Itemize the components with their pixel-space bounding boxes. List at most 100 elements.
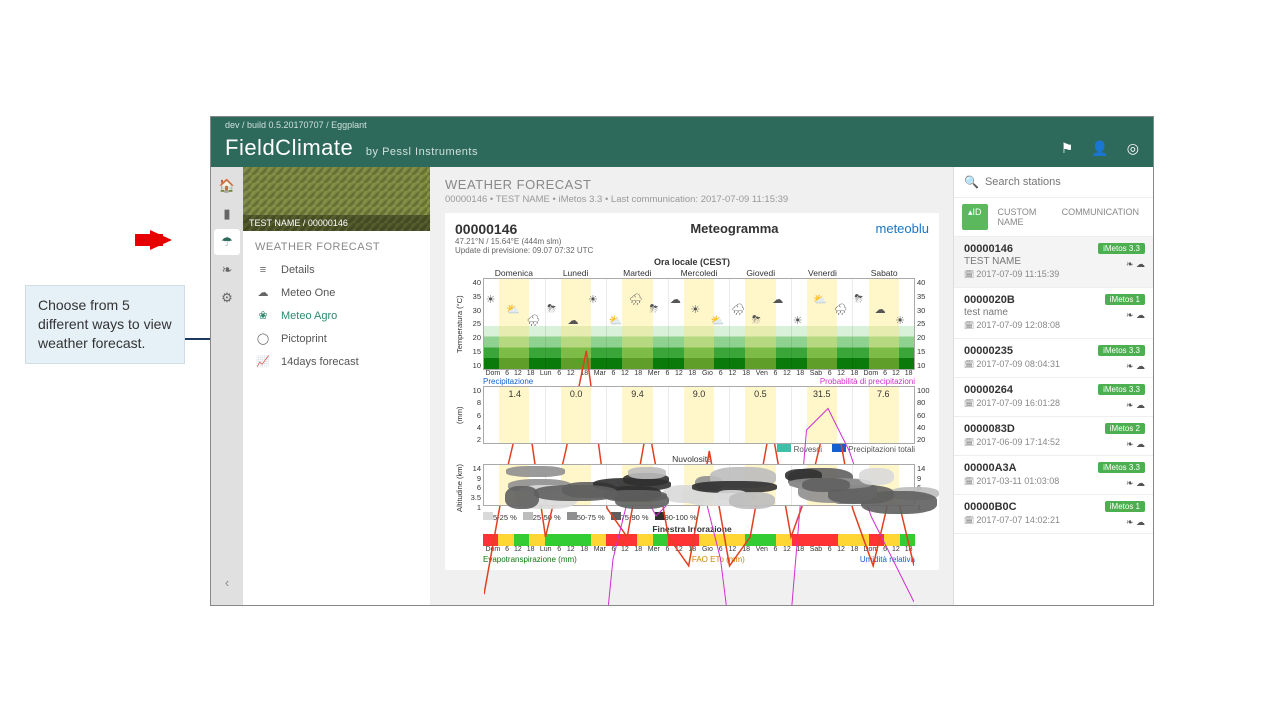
station-status-icons: ❧ ☁ bbox=[1126, 310, 1145, 321]
rail-stats-icon[interactable]: ▮ bbox=[214, 201, 240, 227]
callout-box: Choose from 5 different ways to view wea… bbox=[25, 285, 185, 364]
station-row[interactable]: 0000083D2017-06-09 17:14:52iMetos 2❧ ☁ bbox=[954, 417, 1153, 456]
sidebar-item-pictoprint[interactable]: ◯ Pictoprint bbox=[243, 327, 430, 350]
sidebar-item-label: Pictoprint bbox=[281, 333, 327, 345]
station-badge: iMetos 3.3 bbox=[1098, 384, 1145, 395]
day-label: Martedi bbox=[606, 268, 668, 278]
weather-icon: ☁ bbox=[670, 293, 681, 306]
sort-tab[interactable]: COMMUNICATION bbox=[1056, 204, 1145, 230]
rail-leaf-icon[interactable]: ❧ bbox=[214, 257, 240, 283]
rail-gear-icon[interactable]: ⚙ bbox=[214, 285, 240, 311]
station-row[interactable]: 00000146TEST NAME2017-07-09 11:15:39iMet… bbox=[954, 237, 1153, 288]
station-name: test name bbox=[964, 307, 1143, 318]
day-label: Mercoledi bbox=[668, 268, 730, 278]
day-labels-row: DomenicaLunediMartediMercolediGiovediVen… bbox=[483, 268, 915, 278]
sidebar-item-meteo-agro[interactable]: ❀ Meteo Agro bbox=[243, 304, 430, 327]
sidebar-item-label: Details bbox=[281, 264, 315, 276]
sidebar-item-icon: ◯ bbox=[255, 332, 271, 345]
sidebar-item-label: Meteo Agro bbox=[281, 310, 337, 322]
station-date: 2017-07-09 08:04:31 bbox=[964, 359, 1143, 369]
rail-home-icon[interactable]: 🏠 bbox=[214, 173, 240, 199]
app-body: 🏠 ▮ ☂ ❧ ⚙ ‹ TEST NAME / 00000146 WEATHER… bbox=[211, 167, 1153, 605]
chart-station-id: 00000146 bbox=[455, 221, 593, 237]
station-badge: iMetos 2 bbox=[1105, 423, 1145, 434]
station-row[interactable]: 000002642017-07-09 16:01:28iMetos 3.3❧ ☁ bbox=[954, 378, 1153, 417]
user-icon[interactable]: 👤 bbox=[1091, 140, 1108, 157]
app-logo: FieldClimate by Pessl Instruments bbox=[225, 135, 478, 161]
station-status-icons: ❧ ☁ bbox=[1126, 400, 1145, 411]
day-label: Domenica bbox=[483, 268, 545, 278]
day-label: Giovedi bbox=[730, 268, 792, 278]
main-content: WEATHER FORECAST 00000146 • TEST NAME • … bbox=[431, 167, 953, 605]
red-arrow-head bbox=[150, 230, 172, 250]
rail-weather-icon[interactable]: ☂ bbox=[214, 229, 240, 255]
station-status-icons: ❧ ☁ bbox=[1126, 478, 1145, 489]
clouds-chart: Altitudine (km) 14963.51 14963.51 bbox=[455, 464, 929, 512]
station-badge: iMetos 3.3 bbox=[1098, 462, 1145, 473]
clouds-plot-area bbox=[483, 464, 915, 506]
broadcast-icon[interactable]: ◎ bbox=[1127, 140, 1139, 157]
station-name: TEST NAME bbox=[964, 256, 1143, 267]
sidebar-item-14days-forecast[interactable]: 📈14days forecast bbox=[243, 350, 430, 373]
station-badge: iMetos 1 bbox=[1105, 294, 1145, 305]
station-badge: iMetos 1 bbox=[1105, 501, 1145, 512]
temp-yticks-left: 40353025201510 bbox=[465, 278, 483, 370]
chart-update-time: Update di previsione: 09.07 07:32 UTC bbox=[455, 246, 593, 255]
page-subtitle: 00000146 • TEST NAME • iMetos 3.3 • Last… bbox=[445, 194, 939, 205]
station-thumbnail[interactable]: TEST NAME / 00000146 bbox=[243, 167, 430, 231]
weather-icon: ⛅ bbox=[813, 293, 827, 306]
station-status-icons: ❧ ☁ bbox=[1126, 517, 1145, 528]
sidebar-item-details[interactable]: ≡ Details bbox=[243, 259, 430, 281]
temp-yticks-right: 40353025201510 bbox=[915, 278, 929, 370]
precip-yticks-left: 108642 bbox=[465, 386, 483, 444]
station-row[interactable]: 00000A3A2017-03-11 01:03:08iMetos 3.3❧ ☁ bbox=[954, 456, 1153, 495]
chart-coords: 47.21°N / 15.64°E (444m slm) bbox=[455, 237, 593, 246]
weather-icon: ⛈ bbox=[854, 293, 863, 306]
weather-icon: ☀ bbox=[588, 293, 598, 306]
nav-rail: 🏠 ▮ ☂ ❧ ⚙ ‹ bbox=[211, 167, 243, 605]
flag-icon[interactable]: ⚑ bbox=[1061, 140, 1074, 157]
station-row[interactable]: 0000020Btest name2017-07-09 12:08:08iMet… bbox=[954, 288, 1153, 339]
precip-plot-area: 1.40.09.49.00.531.57.6 bbox=[483, 386, 915, 444]
station-row[interactable]: 00000B0C2017-07-07 14:02:21iMetos 1❧ ☁ bbox=[954, 495, 1153, 534]
sort-tab[interactable]: ▴ID bbox=[962, 204, 988, 230]
sidebar-item-icon: ≡ bbox=[255, 264, 271, 276]
weather-icon: ⛅ bbox=[608, 314, 622, 327]
station-status-icons: ❧ ☁ bbox=[1126, 439, 1145, 450]
logo-subtitle: by Pessl Instruments bbox=[366, 146, 478, 158]
search-input[interactable] bbox=[985, 176, 1143, 188]
stations-panel: 🔍 ▴IDCUSTOM NAMECOMMUNICATION 00000146TE… bbox=[953, 167, 1153, 605]
sidebar-item-label: Meteo One bbox=[281, 287, 335, 299]
callout-text: Choose from 5 different ways to view wea… bbox=[38, 297, 172, 351]
logo-text: FieldClimate bbox=[225, 135, 353, 160]
weather-icon: ☀ bbox=[690, 303, 700, 316]
weather-icon: ☁ bbox=[875, 303, 886, 316]
weather-icon: ⛈ bbox=[649, 303, 658, 316]
station-sort-tabs: ▴IDCUSTOM NAMECOMMUNICATION bbox=[954, 198, 1153, 237]
rail-collapse-icon[interactable]: ‹ bbox=[214, 569, 240, 595]
station-badge: iMetos 3.3 bbox=[1098, 243, 1145, 254]
day-label: Venerdi bbox=[792, 268, 854, 278]
sidebar-heading: WEATHER FORECAST bbox=[243, 231, 430, 259]
timezone-label: Ora locale (CEST) bbox=[455, 257, 929, 267]
precipitation-chart: (mm) 108642 1.40.09.49.00.531.57.6 10080… bbox=[455, 386, 929, 444]
top-icon-group: ⚑ 👤 ◎ bbox=[1061, 140, 1139, 161]
sidebar-item-icon: ❀ bbox=[255, 309, 271, 322]
meteogram-title: Meteogramma bbox=[593, 221, 875, 236]
breadcrumb: dev / build 0.5.20170707 / Eggplant bbox=[225, 120, 367, 130]
weather-icon: ☀ bbox=[486, 293, 496, 306]
weather-icon: ⛅ bbox=[506, 303, 520, 316]
station-status-icons: ❧ ☁ bbox=[1126, 259, 1145, 270]
weather-icon: ⛈ bbox=[752, 314, 761, 327]
weather-icon: ⛈ bbox=[547, 303, 556, 316]
station-date: 2017-07-09 16:01:28 bbox=[964, 398, 1143, 408]
station-thumbnail-label: TEST NAME / 00000146 bbox=[243, 215, 430, 231]
station-row[interactable]: 000002352017-07-09 08:04:31iMetos 3.3❧ ☁ bbox=[954, 339, 1153, 378]
weather-icon: 🌧 bbox=[527, 314, 541, 327]
temp-ylabel: Temperatura (°C) bbox=[455, 278, 465, 370]
sort-tab[interactable]: CUSTOM NAME bbox=[992, 204, 1052, 230]
station-date: 2017-07-09 12:08:08 bbox=[964, 320, 1143, 330]
station-date: 2017-07-07 14:02:21 bbox=[964, 515, 1143, 525]
sidebar-item-meteo-one[interactable]: ☁Meteo One bbox=[243, 281, 430, 304]
app-window: dev / build 0.5.20170707 / Eggplant Fiel… bbox=[210, 116, 1154, 606]
